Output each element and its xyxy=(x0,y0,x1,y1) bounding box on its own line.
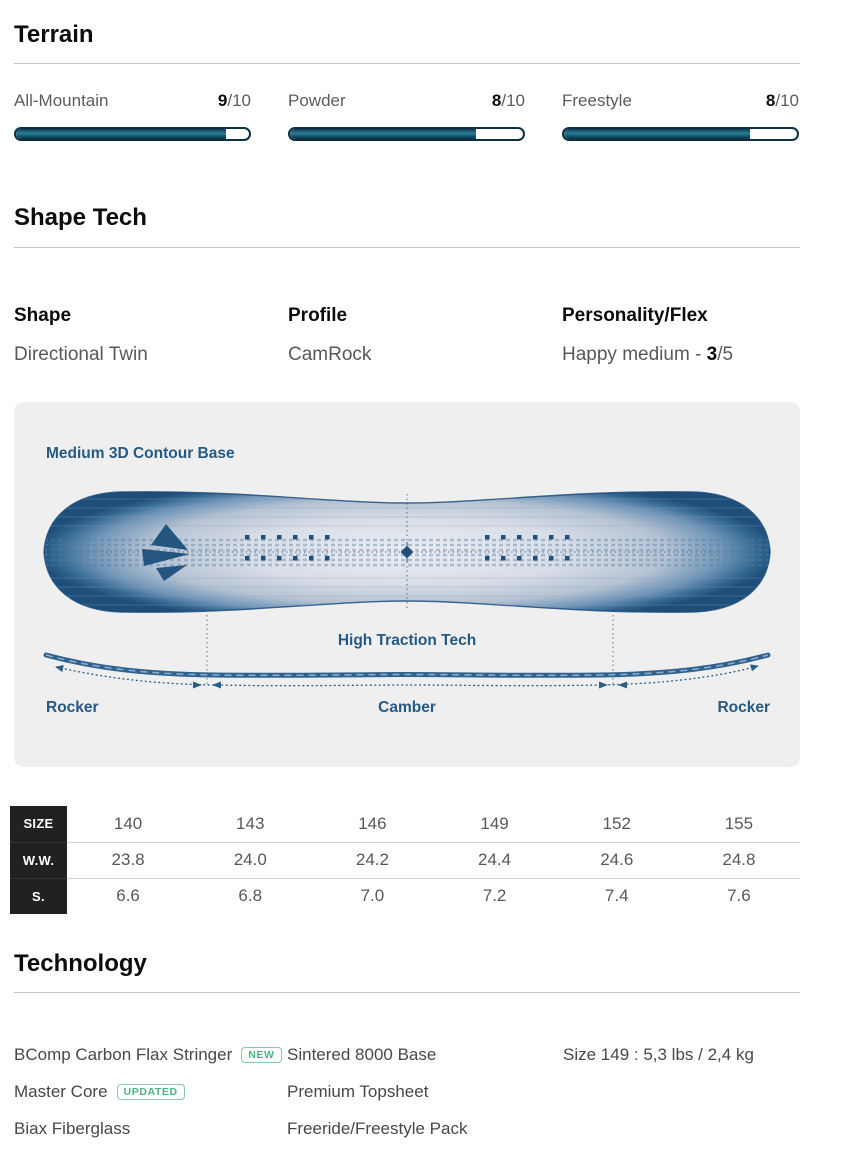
tech-item: Premium Topsheet xyxy=(287,1082,429,1102)
brand-logo xyxy=(142,523,190,581)
spec-value: Directional Twin xyxy=(14,343,148,365)
table-row-size: SIZE 140 143 146 149 152 155 xyxy=(10,805,800,842)
rating-score: 8/10 xyxy=(491,91,525,111)
row-header: S. xyxy=(10,877,67,914)
rocker-left-label: Rocker xyxy=(46,698,99,716)
spec-label: Shape xyxy=(14,304,72,326)
divider xyxy=(14,992,800,994)
table-row-waist-width: W.W. 23.8 24.0 24.2 24.4 24.6 24.8 xyxy=(10,841,800,878)
updated-badge: UPDATED xyxy=(116,1084,185,1100)
board-diagram-panel: Medium 3D Contour Base High Traction Tec… xyxy=(14,401,800,767)
technology-column: Size 149 : 5,3 lbs / 2,4 kg xyxy=(563,1045,800,1157)
technology-column: BComp Carbon Flax Stringer NEW Master Co… xyxy=(14,1045,287,1157)
rating-score: 8/10 xyxy=(765,91,799,111)
rating-powder: Powder 8/10 xyxy=(288,91,525,142)
spec-profile: Profile CamRock xyxy=(288,305,525,366)
technology-list: BComp Carbon Flax Stringer NEW Master Co… xyxy=(14,1045,800,1157)
tech-item: Sintered 8000 Base xyxy=(287,1045,437,1065)
insert-pack-right xyxy=(485,534,570,561)
technology-section: Technology BComp Carbon Flax Stringer NE… xyxy=(14,949,800,1157)
tech-item: BComp Carbon Flax Stringer NEW xyxy=(14,1045,287,1064)
new-badge: NEW xyxy=(241,1047,282,1063)
spec-shape: Shape Directional Twin xyxy=(14,305,251,366)
shape-tech-specs: Shape Directional Twin Profile CamRock P… xyxy=(14,305,800,366)
size-table: SIZE 140 143 146 149 152 155 W.W. 23.8 2… xyxy=(10,805,800,914)
board-top-view xyxy=(43,490,771,613)
spec-label: Profile xyxy=(288,304,348,326)
rating-score: 9/10 xyxy=(217,91,251,111)
spec-value: CamRock xyxy=(288,343,372,365)
row-header: W.W. xyxy=(10,841,67,878)
tech-item-weight: Size 149 : 5,3 lbs / 2,4 kg xyxy=(563,1045,754,1065)
row-header: SIZE xyxy=(10,805,67,842)
camber-label: Camber xyxy=(378,698,436,716)
rating-label: Powder xyxy=(288,91,346,111)
camber-zone-arrows xyxy=(193,681,627,689)
rating-bar-fill xyxy=(290,129,477,140)
rating-label: Freestyle xyxy=(562,91,632,111)
board-profile-view xyxy=(43,652,771,689)
divider xyxy=(14,246,800,248)
technology-heading: Technology xyxy=(14,949,147,977)
shape-tech-heading: Shape Tech xyxy=(14,204,147,232)
terrain-ratings: All-Mountain 9/10 Powder 8/10 Freestyl xyxy=(14,91,800,142)
board-diagram-graphic xyxy=(43,490,771,689)
rating-all-mountain: All-Mountain 9/10 xyxy=(14,91,251,142)
table-row-sidecut: S. 6.6 6.8 7.0 7.2 7.4 7.6 xyxy=(10,877,800,914)
technology-column: Sintered 8000 Base Premium Topsheet Free… xyxy=(287,1045,563,1157)
insert-pack-left xyxy=(245,534,330,561)
rating-freestyle: Freestyle 8/10 xyxy=(562,91,799,142)
rating-bar xyxy=(562,127,799,142)
rating-label: All-Mountain xyxy=(14,91,109,111)
spec-value: Happy medium - 3/5 xyxy=(562,343,734,365)
terrain-section: Terrain All-Mountain 9/10 Powder 8/10 xyxy=(14,21,800,142)
spec-flex: Personality/Flex Happy medium - 3/5 xyxy=(562,305,799,366)
terrain-heading: Terrain xyxy=(14,21,94,48)
tech-item: Freeride/Freestyle Pack xyxy=(287,1119,468,1139)
rating-bar-fill xyxy=(564,129,751,140)
spec-label: Personality/Flex xyxy=(562,304,708,326)
rating-bar xyxy=(14,127,251,142)
rocker-right-label: Rocker xyxy=(717,698,770,716)
rating-bar xyxy=(288,127,525,142)
center-reference-lines xyxy=(52,493,762,610)
divider xyxy=(14,63,800,65)
base-tech-label: Medium 3D Contour Base xyxy=(46,444,235,462)
shape-tech-section: Shape Tech Shape Directional Twin Profil… xyxy=(10,204,800,914)
tech-item: Master Core UPDATED xyxy=(14,1082,287,1101)
traction-tech-label: High Traction Tech xyxy=(337,631,477,649)
rating-bar-fill xyxy=(16,129,226,140)
tech-item: Biax Fiberglass xyxy=(14,1119,131,1139)
